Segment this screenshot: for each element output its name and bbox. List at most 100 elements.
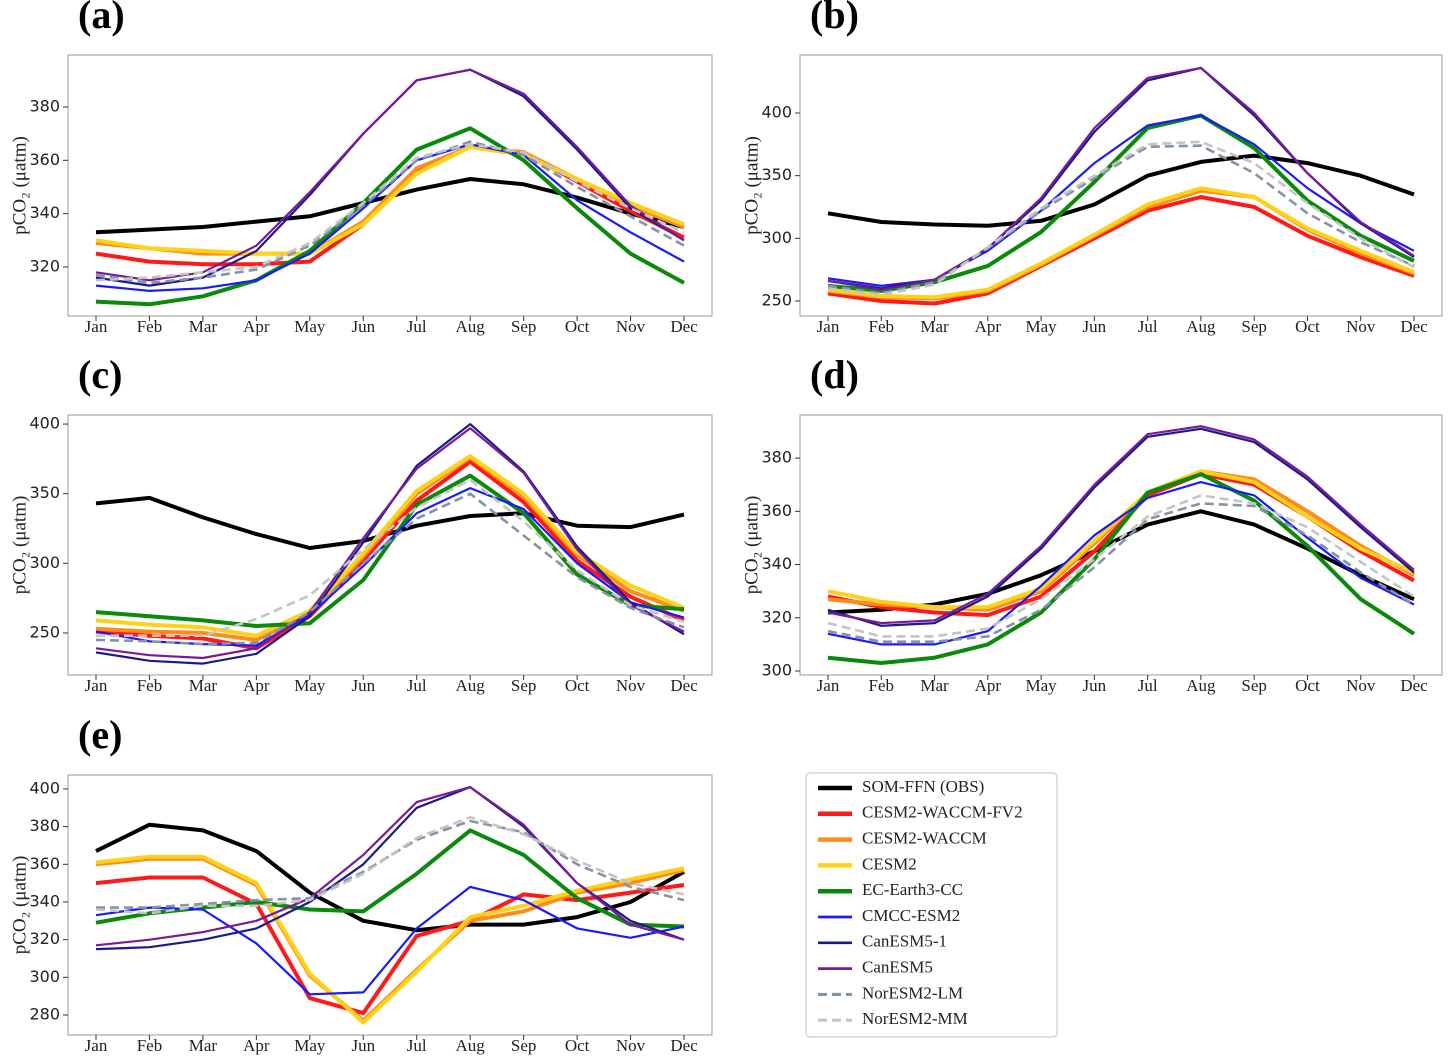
- y-tick-label: 360: [29, 150, 60, 169]
- x-tick-label: Mar: [189, 317, 218, 336]
- series-line: [827, 427, 1415, 627]
- x-tick-label: May: [1026, 676, 1058, 695]
- x-tick-label: Nov: [1346, 676, 1376, 695]
- series-line: [95, 143, 685, 282]
- x-tick-label: Feb: [137, 1036, 163, 1055]
- x-tick-label: Feb: [869, 317, 895, 336]
- y-axis-label: pCO₂ (μatm): [741, 496, 762, 595]
- series-line: [96, 819, 685, 909]
- x-tick-label: Apr: [243, 317, 270, 336]
- series-line: [827, 195, 1415, 306]
- x-tick-label: Jan: [85, 676, 108, 695]
- legend-label: SOM-FFN (OBS): [862, 777, 984, 796]
- series-line: [827, 66, 1415, 291]
- y-tick-label: 380: [761, 448, 792, 467]
- x-tick-label: Jan: [817, 317, 840, 336]
- x-tick-label: Sep: [1241, 676, 1267, 695]
- legend-label: CanESM5-1: [862, 932, 947, 951]
- x-tick-label: Sep: [511, 1036, 537, 1055]
- x-tick-label: Feb: [137, 317, 163, 336]
- x-tick-label: Nov: [1346, 317, 1376, 336]
- x-tick-label: Sep: [511, 317, 537, 336]
- series-line: [827, 481, 1415, 646]
- legend-box: [805, 772, 1058, 1038]
- y-tick-label: 340: [29, 203, 60, 222]
- series-line: [827, 494, 1415, 638]
- series-line: [95, 786, 685, 947]
- series-line: [95, 427, 685, 660]
- x-tick-label: Nov: [616, 317, 646, 336]
- x-tick-label: Dec: [670, 676, 698, 695]
- panel-label: (e): [78, 712, 122, 757]
- legend-label: NorESM2-LM: [862, 983, 963, 1002]
- x-tick-label: Feb: [869, 676, 895, 695]
- series-line: [827, 472, 1416, 665]
- series-line: [827, 186, 1415, 300]
- x-tick-label: Aug: [1186, 317, 1216, 336]
- x-tick-label: Oct: [565, 317, 590, 336]
- x-tick-label: Jun: [1083, 317, 1107, 336]
- series-line: [827, 502, 1415, 643]
- legend-label: EC-Earth3-CC: [862, 880, 963, 899]
- y-tick-label: 280: [29, 1005, 60, 1024]
- x-tick-label: Oct: [565, 676, 590, 695]
- y-tick-label: 300: [29, 967, 60, 986]
- panel-label: (b): [810, 0, 859, 37]
- x-tick-label: Aug: [456, 1036, 486, 1055]
- x-tick-label: Jun: [351, 1036, 375, 1055]
- series-line: [95, 126, 685, 307]
- plot-frame: [799, 414, 1443, 676]
- series-line: [827, 144, 1415, 295]
- x-tick-label: Mar: [920, 676, 949, 695]
- panel-label: (d): [810, 352, 859, 397]
- x-tick-label: Mar: [189, 1036, 218, 1055]
- y-tick-label: 340: [761, 554, 792, 573]
- series-line: [95, 875, 685, 1016]
- x-tick-label: Oct: [1295, 676, 1320, 695]
- x-tick-label: Feb: [137, 676, 163, 695]
- series-line: [95, 459, 685, 651]
- x-tick-label: Nov: [616, 676, 646, 695]
- x-tick-label: Mar: [189, 676, 218, 695]
- x-tick-label: Dec: [670, 317, 698, 336]
- x-tick-label: Sep: [511, 676, 537, 695]
- plot-frame: [799, 54, 1443, 317]
- x-tick-label: Mar: [920, 317, 949, 336]
- series-line: [827, 425, 1415, 625]
- x-tick-label: Oct: [565, 1036, 590, 1055]
- x-tick-label: Aug: [1186, 676, 1216, 695]
- y-tick-label: 350: [29, 483, 60, 502]
- series-line: [95, 145, 685, 256]
- panel-label: (c): [78, 352, 122, 397]
- x-tick-label: Jul: [407, 676, 427, 695]
- y-tick-label: 400: [29, 414, 60, 433]
- y-tick-label: 300: [761, 661, 792, 680]
- x-tick-label: Aug: [456, 317, 486, 336]
- x-tick-label: May: [294, 1036, 326, 1055]
- x-tick-label: Jan: [817, 676, 840, 695]
- x-tick-label: Jul: [1138, 317, 1158, 336]
- x-tick-label: Jul: [407, 317, 427, 336]
- legend-label: CESM2-WACCM: [862, 829, 987, 848]
- x-tick-label: May: [1026, 317, 1058, 336]
- legend-label: CESM2: [862, 854, 917, 873]
- x-tick-label: Dec: [670, 1036, 698, 1055]
- x-tick-label: Jun: [351, 317, 375, 336]
- y-tick-label: 320: [29, 929, 60, 948]
- y-tick-label: 300: [29, 553, 60, 572]
- x-tick-label: Dec: [1400, 676, 1428, 695]
- series-line: [95, 143, 685, 292]
- legend-label: CanESM5: [862, 958, 933, 977]
- series-line: [95, 492, 685, 646]
- series-line: [827, 140, 1415, 296]
- x-tick-label: Aug: [456, 676, 486, 695]
- series-line: [827, 153, 1415, 228]
- y-tick-label: 250: [29, 622, 60, 641]
- y-axis-label: pCO₂ (μatm): [9, 136, 30, 235]
- x-tick-label: Sep: [1241, 317, 1267, 336]
- x-tick-label: Dec: [1400, 317, 1428, 336]
- y-tick-label: 360: [29, 854, 60, 873]
- y-axis-label: pCO₂ (μatm): [9, 496, 30, 595]
- x-tick-label: Jul: [1138, 676, 1158, 695]
